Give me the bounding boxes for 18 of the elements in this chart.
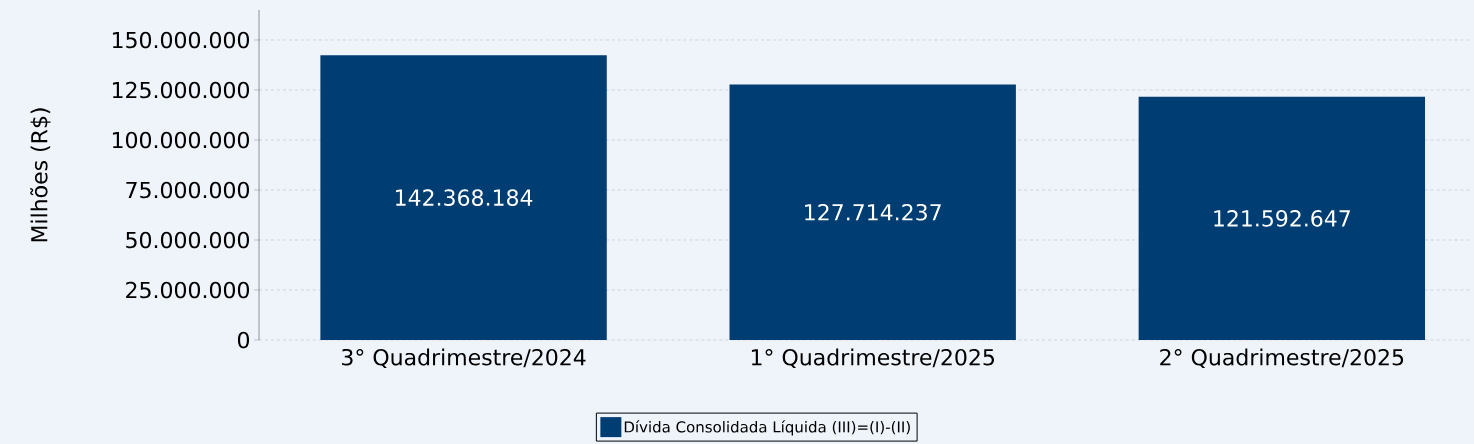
bar xyxy=(729,84,1016,340)
y-tick-label: 100.000.000 xyxy=(112,131,249,149)
x-tick-label: 3° Quadrimestre/2024 xyxy=(342,348,586,369)
legend-label: Dívida Consolidada Líquida (III)=(I)-(II) xyxy=(624,420,910,436)
data-label: 121.592.647 xyxy=(1214,210,1350,227)
bar xyxy=(320,55,607,340)
y-tick-label: 150.000.000 xyxy=(112,31,249,49)
x-tick-label: 1° Quadrimestre/2025 xyxy=(751,348,994,369)
data-label: 142.368.184 xyxy=(396,189,533,206)
x-tick-label: 2° Quadrimestre/2025 xyxy=(1160,348,1404,369)
y-tick-label: 75.000.000 xyxy=(126,181,249,199)
y-tick-label: 125.000.000 xyxy=(112,81,249,99)
y-tick-label: 25.000.000 xyxy=(126,281,249,299)
y-tick-label: 50.000.000 xyxy=(126,231,249,249)
y-axis-title: Milhões (R$) xyxy=(30,108,51,242)
y-tick-label: 0 xyxy=(237,331,250,349)
bar xyxy=(1138,96,1426,340)
data-label: 127.714.237 xyxy=(805,203,941,221)
